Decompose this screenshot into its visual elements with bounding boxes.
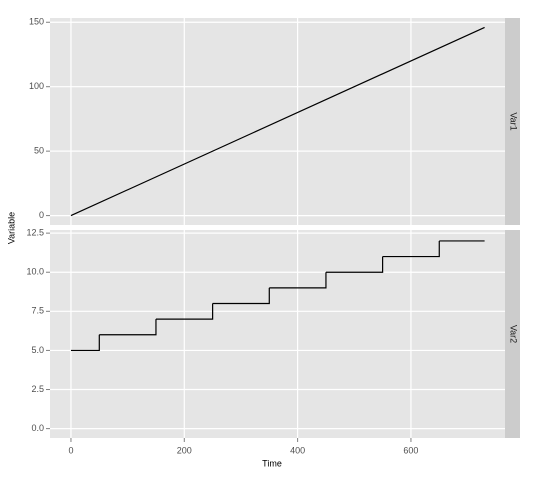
step-segment bbox=[382, 240, 440, 258]
step-segment bbox=[99, 319, 157, 336]
panel-background bbox=[50, 230, 505, 438]
y-tick-label: 2.5 bbox=[31, 384, 44, 394]
y-tick-label: 150 bbox=[29, 17, 44, 27]
strip bbox=[505, 230, 520, 438]
y-axis-label: Variable bbox=[6, 212, 16, 244]
y-tick-label: 0.0 bbox=[31, 423, 44, 433]
y-tick-label: 7.5 bbox=[31, 306, 44, 316]
step-segment bbox=[155, 303, 214, 320]
x-tick-label: 0 bbox=[68, 445, 73, 455]
y-tick-label: 10.0 bbox=[26, 267, 44, 277]
y-tick-label: 0 bbox=[39, 210, 44, 220]
strip-label: Var1 bbox=[509, 112, 519, 130]
step-segment bbox=[212, 287, 270, 305]
step-segment bbox=[70, 334, 100, 352]
strip-label: Var2 bbox=[509, 325, 519, 343]
line bbox=[70, 26, 485, 217]
y-tick-label: 100 bbox=[29, 81, 44, 91]
x-tick-label: 200 bbox=[177, 445, 192, 455]
x-tick-label: 600 bbox=[403, 445, 418, 455]
x-axis-label: Time bbox=[262, 458, 282, 468]
step-segment bbox=[269, 272, 327, 289]
x-tick-label: 400 bbox=[290, 445, 305, 455]
y-tick-label: 50 bbox=[34, 146, 44, 156]
y-tick-label: 12.5 bbox=[26, 228, 44, 238]
step-segment bbox=[325, 256, 384, 273]
strip bbox=[505, 18, 520, 225]
y-tick-label: 5.0 bbox=[31, 345, 44, 355]
